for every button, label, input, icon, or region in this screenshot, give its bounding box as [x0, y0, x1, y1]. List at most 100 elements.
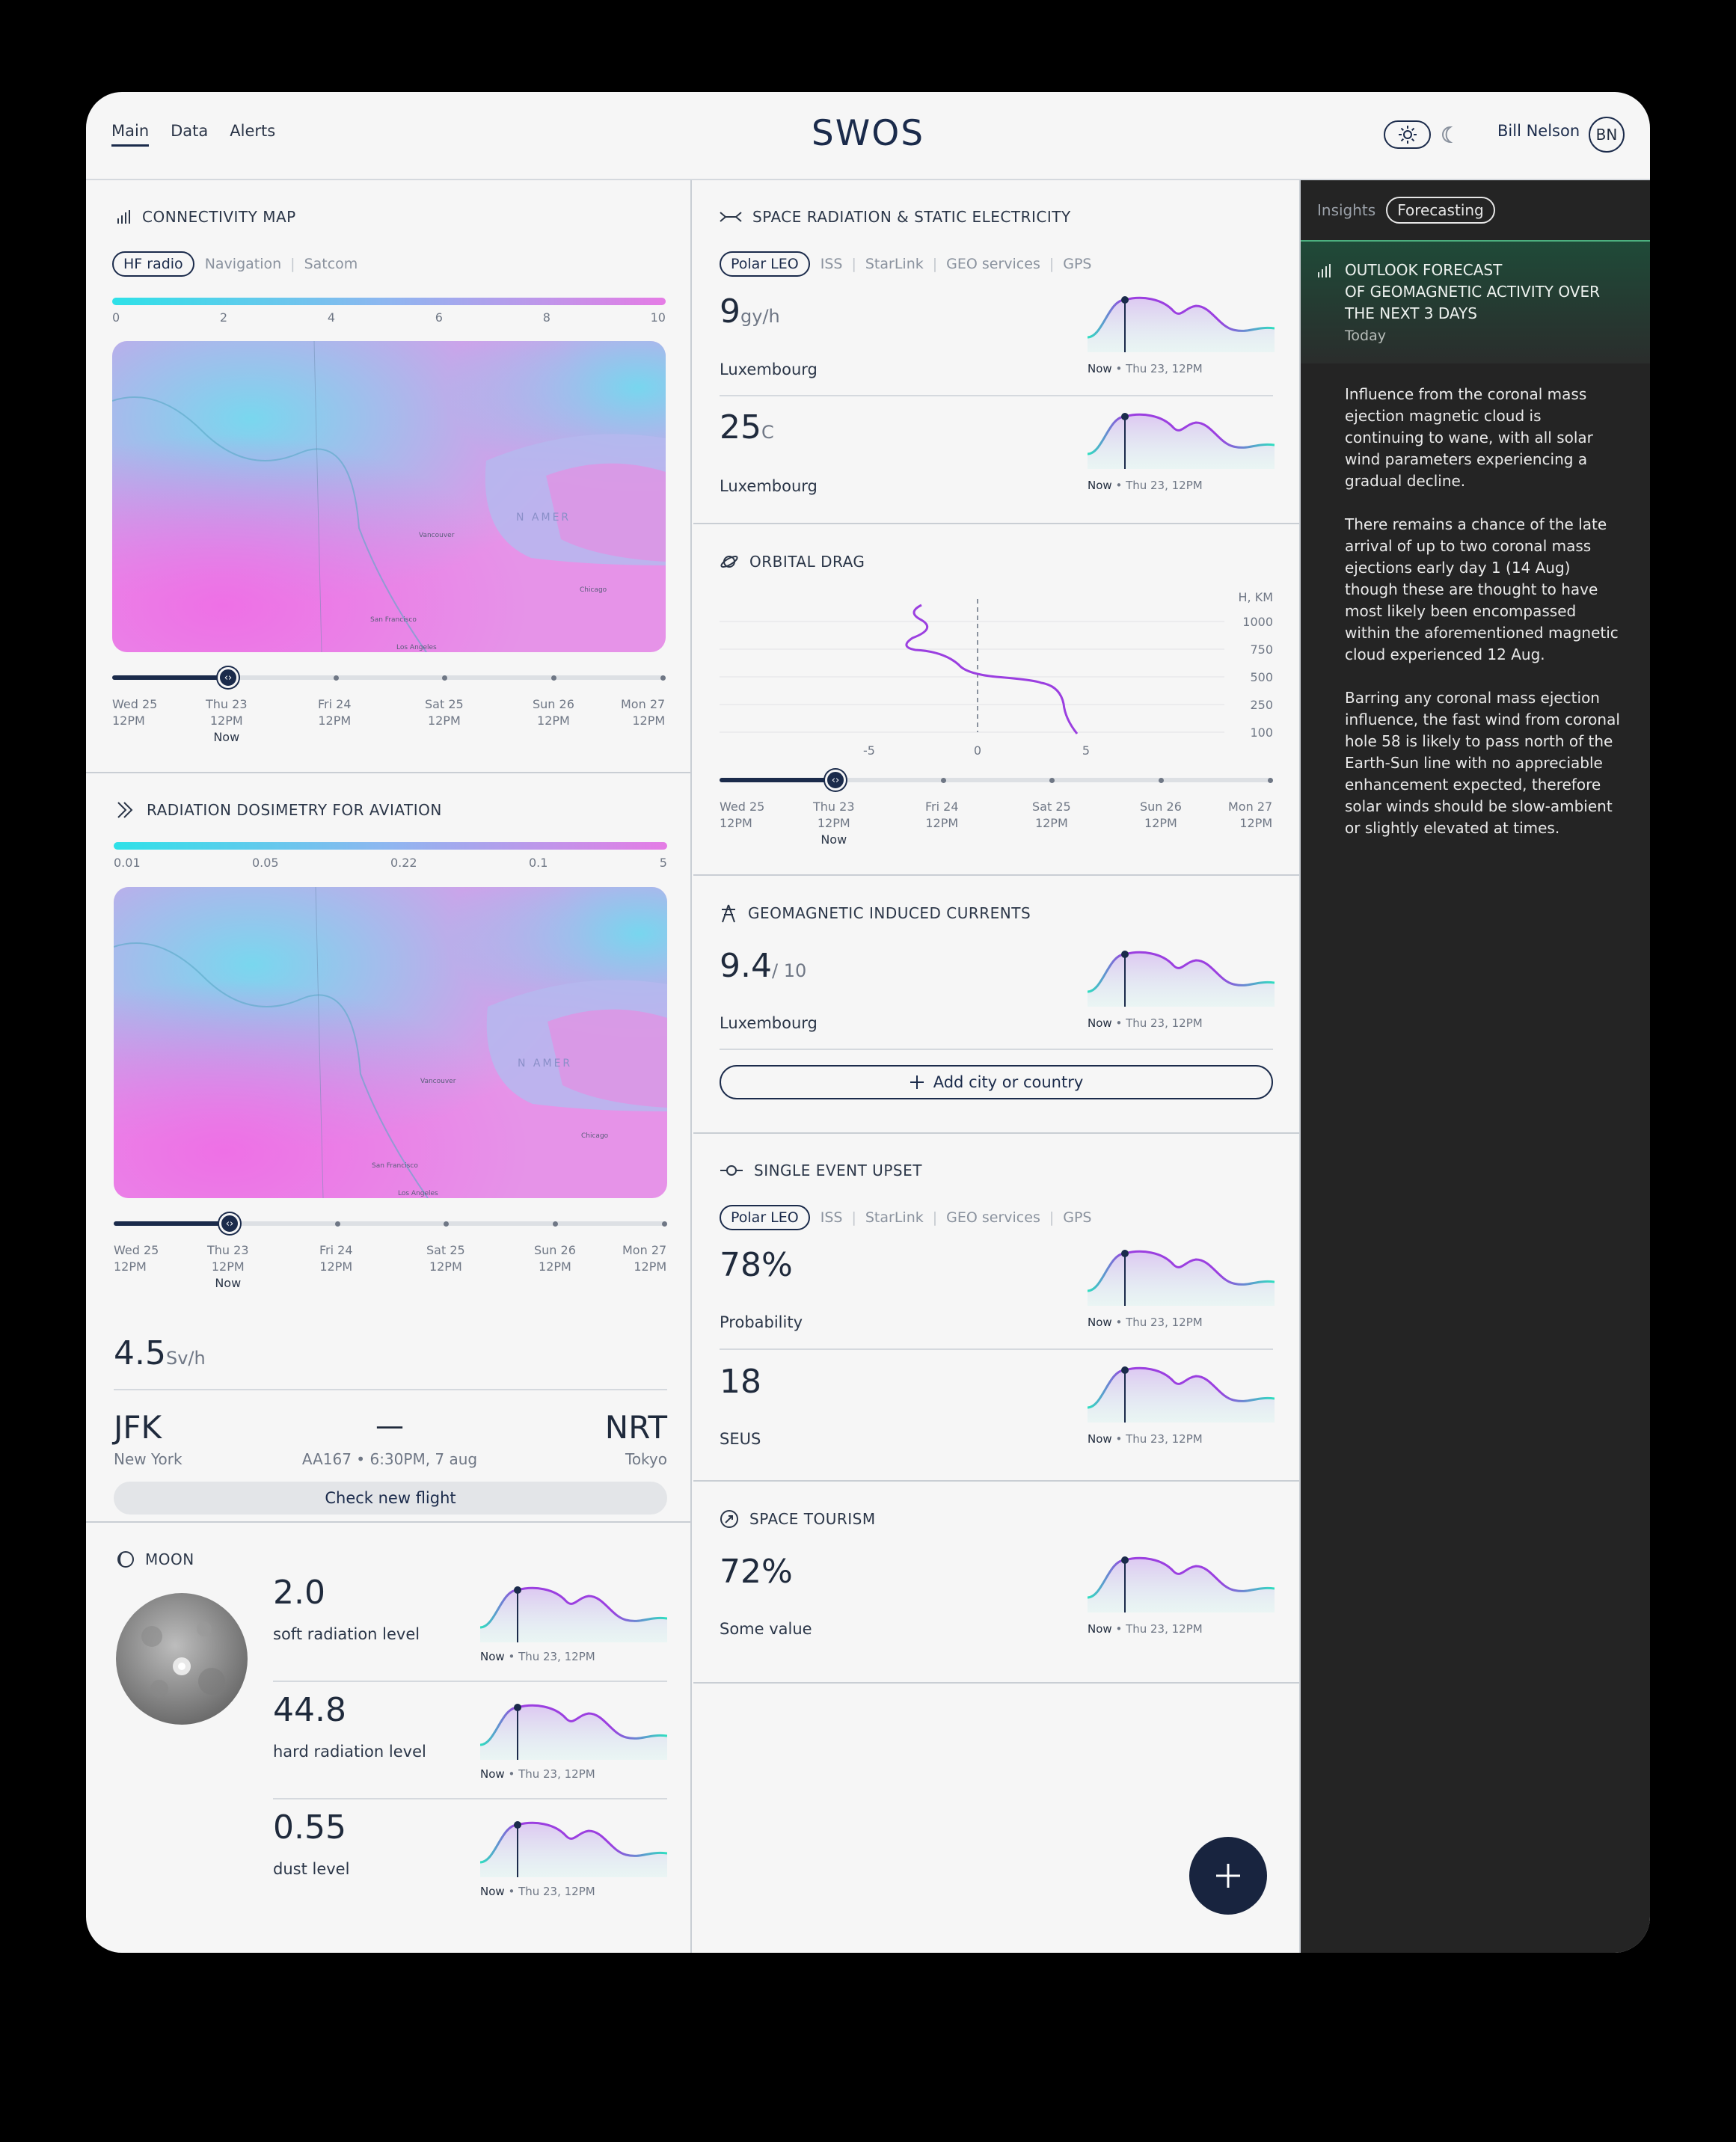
- tab-geo-services[interactable]: GEO services: [946, 256, 1040, 272]
- sparkline-caption: Now • Thu 23, 12PM: [1088, 1016, 1203, 1030]
- timeline-dot[interactable]: [335, 1221, 340, 1227]
- timeline-label: Mon 27 12PM: [622, 1243, 667, 1274]
- tab-starlink[interactable]: StarLink: [865, 256, 924, 272]
- timeline-dot[interactable]: [1268, 778, 1273, 783]
- location-label: Luxembourg: [720, 1014, 818, 1032]
- timeline-label: Sun 26 12PM: [533, 697, 574, 728]
- tab-hf-radio[interactable]: HF radio: [112, 251, 194, 277]
- forecast-date: Today: [1345, 328, 1386, 344]
- space-radiation-card: SPACE RADIATION & STATIC ELECTRICITY Pol…: [693, 180, 1299, 524]
- timeline-dot[interactable]: [1049, 778, 1055, 783]
- seu-heading: SINGLE EVENT UPSET: [720, 1161, 922, 1179]
- tab-polar-leo[interactable]: Polar LEO: [720, 1205, 810, 1230]
- tab-navigation[interactable]: Navigation: [204, 256, 282, 272]
- map-city-label: Los Angeles: [396, 644, 437, 651]
- probability-value: 78%: [720, 1246, 793, 1284]
- dark-mode-moon-icon[interactable]: [1438, 125, 1458, 144]
- scale-label: 5: [659, 856, 667, 870]
- space-tourism-heading: SPACE TOURISM: [720, 1509, 876, 1529]
- static-electricity-icon: [720, 212, 742, 222]
- timeline-dot[interactable]: [1159, 778, 1164, 783]
- soft-radiation-sparkline[interactable]: [480, 1583, 667, 1642]
- dose-number: 4.5: [114, 1334, 166, 1372]
- top-bar: Main Data Alerts SWOS Bill Nelson BN: [86, 92, 1650, 180]
- moon-title: MOON: [145, 1550, 194, 1568]
- dust-level-sparkline[interactable]: [480, 1817, 667, 1877]
- timeline-label: Fri 24 12PM: [925, 800, 959, 830]
- map-city-label: Chicago: [580, 586, 607, 594]
- tab-insights[interactable]: Insights: [1317, 201, 1376, 219]
- space-radiation-heading: SPACE RADIATION & STATIC ELECTRICITY: [720, 208, 1071, 226]
- forecast-paragraph: Influence from the coronal mass ejection…: [1345, 385, 1593, 490]
- temperature-sparkline[interactable]: [1088, 409, 1275, 469]
- tab-polar-leo[interactable]: Polar LEO: [720, 251, 810, 277]
- tab-satcom[interactable]: Satcom: [304, 256, 358, 272]
- timeline-dot[interactable]: [662, 1221, 667, 1227]
- add-city-button[interactable]: Add city or country: [720, 1065, 1273, 1099]
- forecast-paragraph: Barring any coronal mass ejection influe…: [1345, 689, 1620, 837]
- timeline-dot[interactable]: [334, 675, 339, 681]
- soft-radiation-value: 2.0: [273, 1574, 325, 1612]
- timeline-label-now: Thu 23 12PM Now: [206, 697, 248, 744]
- nav-data[interactable]: Data: [171, 122, 209, 140]
- orbital-drag-heading: ORBITAL DRAG: [720, 552, 865, 571]
- map-city-label: San Francisco: [370, 616, 417, 624]
- timeline-dot[interactable]: [660, 675, 666, 681]
- check-new-flight-button[interactable]: Check new flight: [114, 1482, 667, 1515]
- tab-starlink[interactable]: StarLink: [865, 1209, 924, 1226]
- tourism-sparkline[interactable]: [1088, 1553, 1275, 1612]
- gic-sparkline[interactable]: [1088, 947, 1275, 1007]
- tab-forecasting[interactable]: Forecasting: [1386, 197, 1495, 224]
- flight-info: AA167 • 6:30PM, 7 aug: [301, 1450, 478, 1468]
- soft-radiation-label: soft radiation level: [273, 1625, 420, 1643]
- tab-geo-services[interactable]: GEO services: [946, 1209, 1040, 1226]
- connectivity-color-scale: [112, 298, 666, 305]
- tab-gps[interactable]: GPS: [1063, 256, 1092, 272]
- timeline-track[interactable]: [720, 778, 1273, 782]
- divider: [114, 1389, 667, 1390]
- orbital-drag-card: ORBITAL DRAG H, KM 1000 750 500 250 100: [693, 524, 1299, 876]
- add-widget-button[interactable]: [1189, 1837, 1267, 1915]
- dosimetry-heat-map[interactable]: Vancouver San Francisco Los Angeles Chic…: [114, 887, 667, 1198]
- connectivity-heat-map[interactable]: Vancouver San Francisco Los Angeles Chic…: [112, 341, 666, 652]
- timeline-handle[interactable]: ‹›: [825, 770, 846, 791]
- destination-city: Tokyo: [625, 1450, 667, 1468]
- timeline-track[interactable]: [114, 1221, 667, 1226]
- radiation-dose-sparkline[interactable]: [1088, 292, 1275, 352]
- gic-value: 9.4/ 10: [720, 947, 807, 985]
- orbital-drag-chart[interactable]: H, KM 1000 750 500 250 100 -5 0 5: [720, 592, 1273, 756]
- nav-alerts[interactable]: Alerts: [230, 122, 276, 140]
- scale-label: 8: [542, 310, 550, 325]
- timeline-dot[interactable]: [551, 675, 556, 681]
- user-name[interactable]: Bill Nelson: [1497, 122, 1580, 140]
- timeline-dot[interactable]: [442, 675, 447, 681]
- timeline-handle[interactable]: ‹›: [218, 667, 239, 688]
- timeline-dot[interactable]: [444, 1221, 449, 1227]
- hard-radiation-sparkline[interactable]: [480, 1700, 667, 1760]
- nav-main[interactable]: Main: [111, 122, 150, 147]
- light-mode-toggle[interactable]: [1384, 120, 1431, 149]
- plus-icon: [910, 1075, 924, 1089]
- connectivity-tabs: HF radio Navigation | Satcom: [112, 251, 358, 277]
- scale-label: 0.05: [251, 856, 279, 870]
- tab-iss[interactable]: ISS: [820, 1209, 843, 1226]
- timeline-track[interactable]: [112, 675, 666, 680]
- connectivity-map-heading: CONNECTIVITY MAP: [117, 208, 296, 226]
- map-city-label: Los Angeles: [398, 1190, 438, 1197]
- origin-city: New York: [114, 1450, 183, 1468]
- probability-sparkline[interactable]: [1088, 1246, 1275, 1306]
- timeline-handle[interactable]: ‹›: [219, 1213, 240, 1234]
- sparkline-caption: Now • Thu 23, 12PM: [1088, 1316, 1203, 1329]
- sparkline-caption: Now • Thu 23, 12PM: [1088, 479, 1203, 492]
- tab-gps[interactable]: GPS: [1063, 1209, 1092, 1226]
- forecast-header[interactable]: OUTLOOK FORECAST OF GEOMAGNETIC ACTIVITY…: [1301, 240, 1650, 363]
- avatar[interactable]: BN: [1589, 117, 1625, 153]
- seus-sparkline[interactable]: [1088, 1363, 1275, 1423]
- tourism-value: 72%: [720, 1553, 793, 1591]
- scale-label: 0.01: [114, 856, 141, 870]
- probability-label: Probability: [720, 1313, 803, 1331]
- hard-radiation-value: 44.8: [273, 1691, 346, 1729]
- timeline-dot[interactable]: [553, 1221, 558, 1227]
- timeline-dot[interactable]: [941, 778, 946, 783]
- tab-iss[interactable]: ISS: [820, 256, 843, 272]
